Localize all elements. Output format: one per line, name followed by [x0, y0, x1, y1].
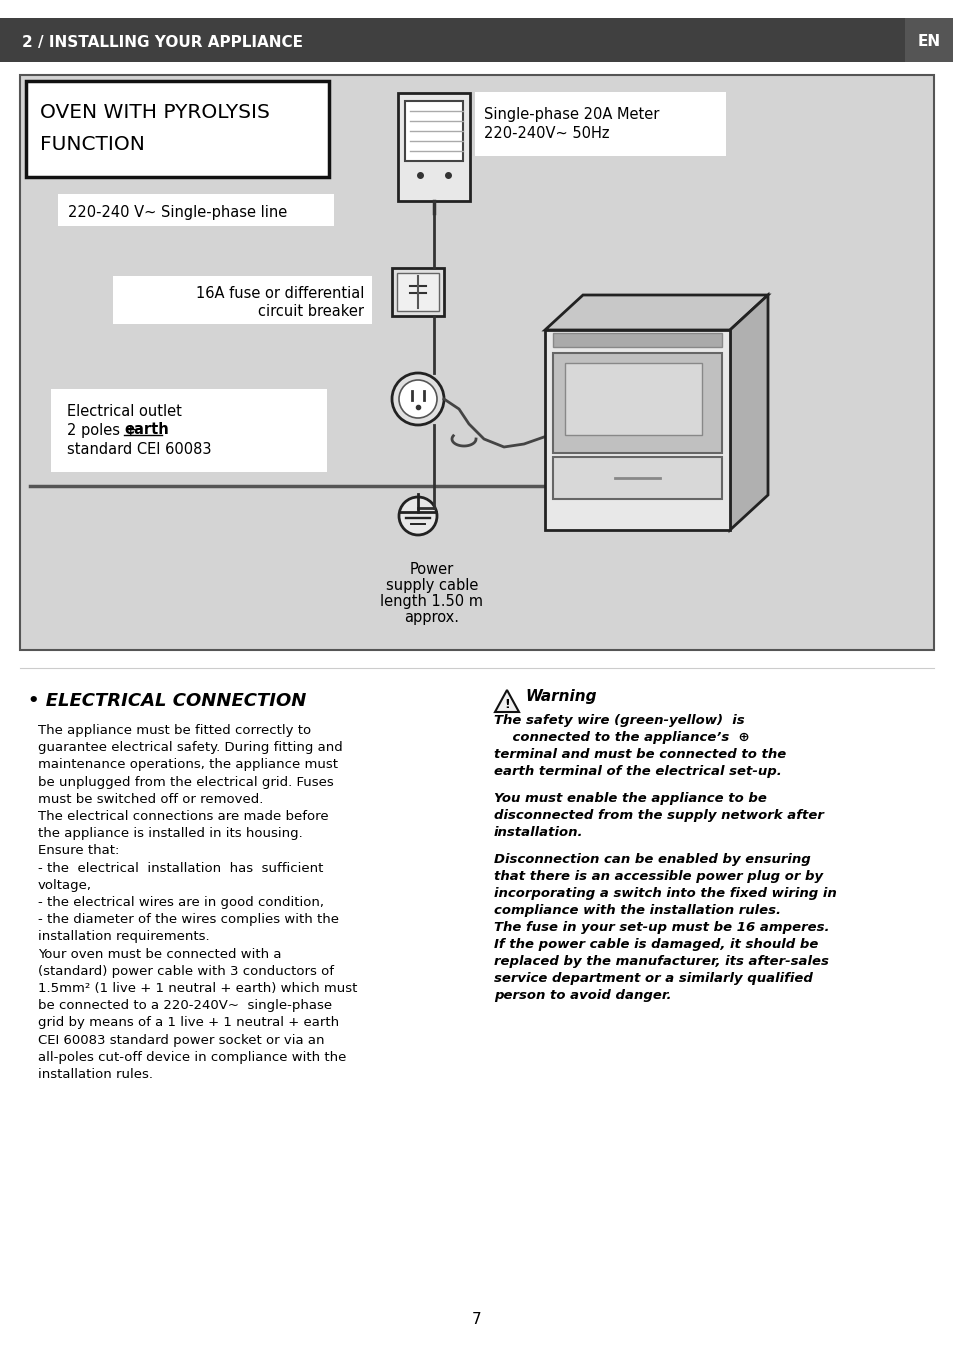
Text: must be switched off or removed.: must be switched off or removed.	[38, 792, 263, 806]
FancyBboxPatch shape	[58, 194, 334, 225]
Text: Power: Power	[410, 562, 454, 576]
Polygon shape	[544, 296, 767, 329]
FancyBboxPatch shape	[20, 76, 933, 649]
Text: Ensure that:: Ensure that:	[38, 844, 119, 857]
Text: FUNCTION: FUNCTION	[40, 135, 145, 154]
Text: length 1.50 m: length 1.50 m	[380, 594, 483, 609]
FancyBboxPatch shape	[405, 101, 462, 161]
Polygon shape	[729, 296, 767, 531]
Text: CEI 60083 standard power socket or via an: CEI 60083 standard power socket or via a…	[38, 1034, 324, 1046]
Text: connected to the appliance’s  ⊕: connected to the appliance’s ⊕	[494, 730, 749, 744]
Text: grid by means of a 1 live + 1 neutral + earth: grid by means of a 1 live + 1 neutral + …	[38, 1017, 338, 1030]
Text: 2 poles +: 2 poles +	[67, 423, 141, 437]
Text: voltage,: voltage,	[38, 879, 91, 892]
Text: Disconnection can be enabled by ensuring: Disconnection can be enabled by ensuring	[494, 853, 810, 865]
Text: The electrical connections are made before: The electrical connections are made befo…	[38, 810, 328, 824]
FancyBboxPatch shape	[553, 352, 721, 454]
Text: all-poles cut-off device in compliance with the: all-poles cut-off device in compliance w…	[38, 1050, 346, 1064]
Text: replaced by the manufacturer, its after-sales: replaced by the manufacturer, its after-…	[494, 954, 828, 968]
Text: The appliance must be fitted correctly to: The appliance must be fitted correctly t…	[38, 724, 311, 737]
Text: person to avoid danger.: person to avoid danger.	[494, 990, 671, 1002]
Text: Single-phase 20A Meter: Single-phase 20A Meter	[483, 107, 659, 122]
Text: earth: earth	[124, 423, 169, 437]
Text: supply cable: supply cable	[385, 578, 477, 593]
FancyBboxPatch shape	[475, 92, 725, 157]
Text: installation rules.: installation rules.	[38, 1068, 152, 1081]
Text: the appliance is installed in its housing.: the appliance is installed in its housin…	[38, 828, 302, 840]
FancyBboxPatch shape	[397, 93, 470, 201]
Text: OVEN WITH PYROLYSIS: OVEN WITH PYROLYSIS	[40, 103, 270, 122]
FancyBboxPatch shape	[544, 329, 729, 531]
Text: Electrical outlet: Electrical outlet	[67, 404, 182, 418]
Circle shape	[398, 379, 436, 418]
Text: maintenance operations, the appliance must: maintenance operations, the appliance mu…	[38, 759, 337, 771]
Text: earth terminal of the electrical set-up.: earth terminal of the electrical set-up.	[494, 765, 781, 778]
FancyBboxPatch shape	[564, 363, 701, 435]
Text: The fuse in your set-up must be 16 amperes.: The fuse in your set-up must be 16 amper…	[494, 921, 828, 934]
Text: standard CEI 60083: standard CEI 60083	[67, 441, 212, 456]
FancyBboxPatch shape	[553, 333, 721, 347]
Text: disconnected from the supply network after: disconnected from the supply network aft…	[494, 809, 823, 822]
Text: The safety wire (green-yellow)  is: The safety wire (green-yellow) is	[494, 714, 744, 728]
Polygon shape	[495, 690, 518, 711]
Text: 220-240 V~ Single-phase line: 220-240 V~ Single-phase line	[68, 204, 287, 220]
Text: !: !	[503, 698, 509, 711]
Text: You must enable the appliance to be: You must enable the appliance to be	[494, 792, 766, 805]
Text: installation.: installation.	[494, 826, 583, 838]
Text: (standard) power cable with 3 conductors of: (standard) power cable with 3 conductors…	[38, 965, 334, 977]
Text: compliance with the installation rules.: compliance with the installation rules.	[494, 904, 781, 917]
Circle shape	[392, 373, 443, 425]
Text: If the power cable is damaged, it should be: If the power cable is damaged, it should…	[494, 938, 818, 950]
Text: 220-240V~ 50Hz: 220-240V~ 50Hz	[483, 126, 609, 140]
FancyBboxPatch shape	[396, 273, 438, 311]
FancyBboxPatch shape	[51, 389, 327, 472]
Text: that there is an accessible power plug or by: that there is an accessible power plug o…	[494, 869, 822, 883]
Circle shape	[398, 497, 436, 535]
Text: incorporating a switch into the fixed wiring in: incorporating a switch into the fixed wi…	[494, 887, 836, 900]
Text: 16A fuse or differential: 16A fuse or differential	[195, 285, 364, 301]
Text: service department or a similarly qualified: service department or a similarly qualif…	[494, 972, 812, 986]
Text: terminal and must be connected to the: terminal and must be connected to the	[494, 748, 785, 761]
Text: installation requirements.: installation requirements.	[38, 930, 210, 944]
Text: be unplugged from the electrical grid. Fuses: be unplugged from the electrical grid. F…	[38, 776, 334, 788]
Text: circuit breaker: circuit breaker	[257, 304, 364, 319]
FancyBboxPatch shape	[553, 458, 721, 500]
Text: - the diameter of the wires complies with the: - the diameter of the wires complies wit…	[38, 913, 338, 926]
Text: - the electrical wires are in good condition,: - the electrical wires are in good condi…	[38, 896, 324, 909]
FancyBboxPatch shape	[26, 81, 329, 177]
Text: Your oven must be connected with a: Your oven must be connected with a	[38, 948, 281, 961]
Text: be connected to a 220-240V~  single-phase: be connected to a 220-240V~ single-phase	[38, 999, 332, 1012]
FancyBboxPatch shape	[904, 18, 953, 62]
Text: • ELECTRICAL CONNECTION: • ELECTRICAL CONNECTION	[28, 693, 306, 710]
Text: EN: EN	[917, 35, 940, 50]
FancyBboxPatch shape	[0, 18, 953, 62]
FancyBboxPatch shape	[392, 269, 443, 316]
Text: 2 / INSTALLING YOUR APPLIANCE: 2 / INSTALLING YOUR APPLIANCE	[22, 35, 303, 50]
Text: - the  electrical  installation  has  sufficient: - the electrical installation has suffic…	[38, 861, 323, 875]
Text: 7: 7	[472, 1312, 481, 1327]
Text: 1.5mm² (1 live + 1 neutral + earth) which must: 1.5mm² (1 live + 1 neutral + earth) whic…	[38, 981, 357, 995]
Text: approx.: approx.	[404, 610, 459, 625]
FancyBboxPatch shape	[112, 275, 372, 324]
Text: guarantee electrical safety. During fitting and: guarantee electrical safety. During fitt…	[38, 741, 342, 755]
Text: Warning: Warning	[524, 688, 596, 703]
